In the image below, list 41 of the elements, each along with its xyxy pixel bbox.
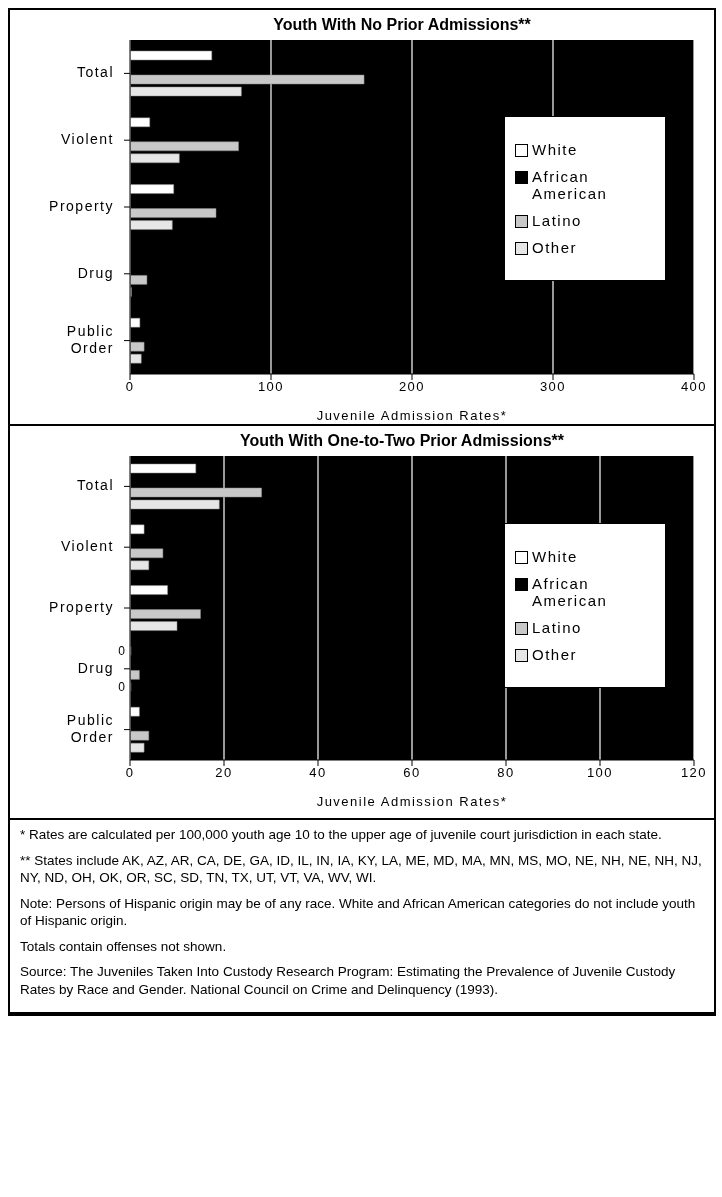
x-tick-label: 60 bbox=[403, 765, 421, 781]
x-tick-label: 100 bbox=[586, 765, 614, 781]
legend-label: Latino bbox=[532, 619, 582, 637]
legend-label: African American bbox=[532, 168, 609, 203]
y-tick-label: Violent bbox=[60, 130, 114, 147]
source-note: Source: The Juveniles Taken Into Custody Research Program: Estimating the Prevalence of Juvenile Custody Rates by Race and Gender. National Council on Crime and Delinquency (1993). bbox=[20, 963, 677, 999]
x-tick-label: 80 bbox=[497, 765, 515, 781]
x-axis-title: Juvenile Admission Rates* bbox=[316, 408, 508, 423]
y-tick-label: Violent bbox=[60, 537, 114, 554]
legend-label: African American bbox=[532, 575, 609, 610]
chart-title: Youth With One-to-Two Prior Admissions** bbox=[239, 432, 565, 450]
y-tick-label: Property bbox=[49, 598, 114, 615]
y-tick-label: Public Order bbox=[66, 711, 114, 745]
x-tick-label: 40 bbox=[309, 765, 327, 781]
text: * Rates are calculated per 100,000 youth age 10 to the upper age of juvenile court jurisdiction in each state. bbox=[20, 826, 663, 844]
x-tick-label: 0 bbox=[125, 379, 135, 395]
legend-label: White bbox=[532, 141, 578, 159]
x-tick-label: 400 bbox=[680, 379, 708, 395]
chart-title: Youth With No Prior Admissions** bbox=[272, 16, 532, 34]
data-label: 0 bbox=[118, 643, 125, 658]
x-tick-label: 0 bbox=[125, 765, 135, 781]
text: ** States include AK, AZ, AR, CA, DE, GA, ID, IL, IN, IA, KY, LA, ME, MD, MA, MN, MS, MO, NE, NH, NE, NH, NJ, NY, ND, OH, OK, OR, SC, SD, TN, TX, UT, VT, VA, WV, WI. bbox=[20, 851, 703, 887]
y-tick-label: Drug bbox=[77, 659, 114, 676]
text: Note: Persons of Hispanic origin may be of any race. White and African American categories do not include youth of Hispanic origin. bbox=[20, 894, 697, 930]
legend-label: Other bbox=[532, 239, 578, 257]
y-tick-label: Total bbox=[76, 477, 114, 494]
legend-label: Latino bbox=[532, 212, 582, 230]
legend-label: Other bbox=[532, 646, 578, 664]
y-tick-label: Property bbox=[49, 197, 114, 214]
data-label: 0 bbox=[118, 679, 125, 694]
text: Totals contain offenses not shown. bbox=[20, 937, 228, 956]
x-tick-label: 20 bbox=[215, 765, 233, 781]
x-tick-label: 100 bbox=[257, 379, 285, 395]
x-tick-label: 200 bbox=[398, 379, 426, 395]
x-tick-label: 120 bbox=[680, 765, 708, 781]
y-tick-label: Total bbox=[76, 64, 114, 81]
legend-label: White bbox=[532, 548, 578, 566]
y-tick-label: Drug bbox=[77, 264, 114, 281]
x-tick-label: 300 bbox=[539, 379, 567, 395]
x-axis-title: Juvenile Admission Rates* bbox=[316, 794, 508, 809]
y-tick-label: Public Order bbox=[66, 322, 114, 356]
